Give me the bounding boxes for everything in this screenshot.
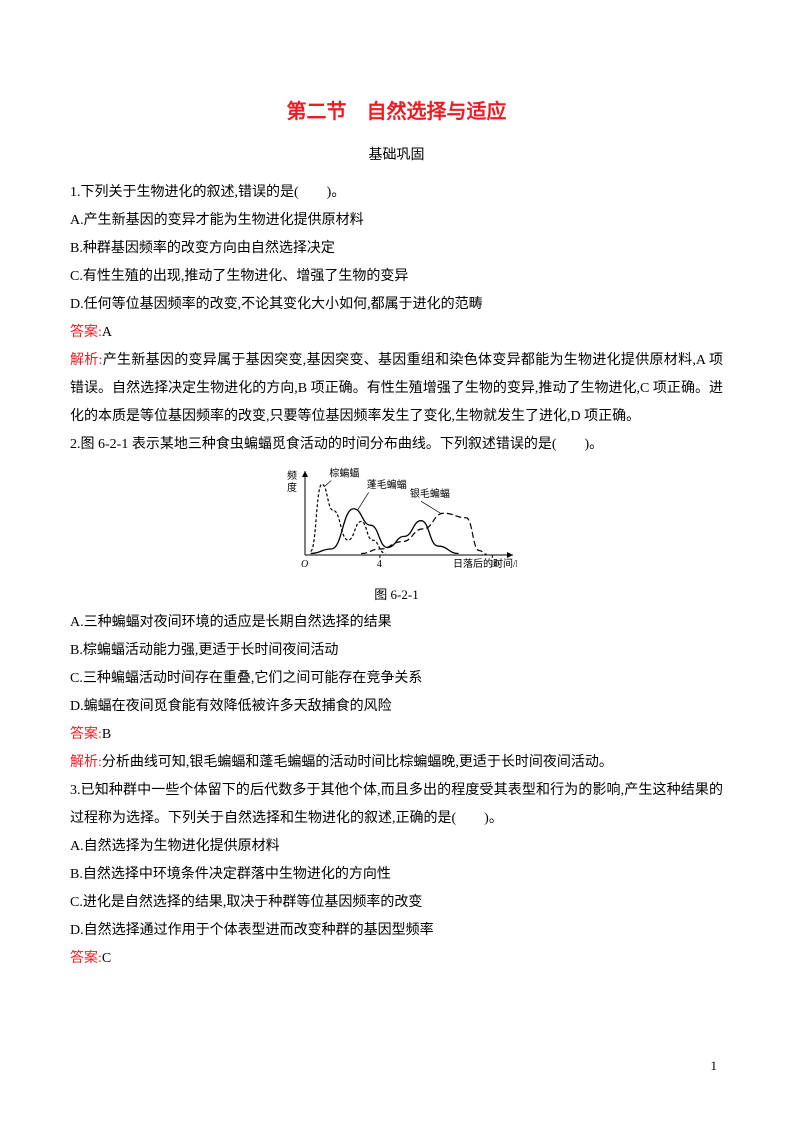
q3-option-b: B.自然选择中环境条件决定群落中生物进化的方向性 [70, 861, 723, 889]
svg-text:棕蝙蝠: 棕蝙蝠 [329, 467, 359, 480]
q2-option-c: C.三种蝙蝠活动时间存在重叠,它们之间可能存在竞争关系 [70, 665, 723, 693]
svg-text:频: 频 [287, 469, 297, 482]
q2-explanation: 解析:分析曲线可知,银毛蝙蝠和蓬毛蝙蝠的活动时间比棕蝙蝠晚,更适于长时间夜间活动… [70, 749, 723, 777]
figure-caption: 图 6-2-1 [70, 584, 723, 603]
q2-option-d: D.蝙蝠在夜间觅食能有效降低被许多天敌捕食的风险 [70, 693, 723, 721]
q3-option-d: D.自然选择通过作用于个体表型进而改变种群的基因型频率 [70, 917, 723, 945]
explain-text: 产生新基因的变异属于基因突变,基因突变、基因重组和染色体变异都能为生物进化提供原… [70, 353, 723, 424]
answer-label: 答案: [70, 325, 102, 340]
page-title: 第二节 自然选择与适应 [70, 95, 723, 124]
q1-option-a: A.产生新基因的变异才能为生物进化提供原材料 [70, 207, 723, 235]
explain-label: 解析: [70, 353, 102, 368]
answer-label: 答案: [70, 727, 102, 742]
q3-option-c: C.进化是自然选择的结果,取决于种群等位基因频率的改变 [70, 889, 723, 917]
q1-option-c: C.有性生殖的出现,推动了生物进化、增强了生物的变异 [70, 263, 723, 291]
q2-option-a: A.三种蝙蝠对夜间环境的适应是长期自然选择的结果 [70, 609, 723, 637]
svg-text:度: 度 [287, 481, 297, 494]
page-number: 1 [711, 1058, 718, 1074]
section-subtitle: 基础巩固 [70, 144, 723, 164]
q1-option-b: B.种群基因频率的改变方向由自然选择决定 [70, 235, 723, 263]
explain-label: 解析: [70, 755, 102, 770]
q1-option-d: D.任何等位基因频率的改变,不论其变化大小如何,都属于进化的范畴 [70, 291, 723, 319]
q2-stem: 2.图 6-2-1 表示某地三种食虫蝙蝠觅食活动的时间分布曲线。下列叙述错误的是… [70, 431, 723, 459]
answer-value: C [102, 951, 111, 966]
q2-answer: 答案:B [70, 721, 723, 749]
q3-answer: 答案:C [70, 945, 723, 973]
q3-option-a: A.自然选择为生物进化提供原材料 [70, 833, 723, 861]
svg-text:日落后的时间/h: 日落后的时间/h [453, 557, 517, 570]
svg-text:银毛蝙蝠: 银毛蝙蝠 [409, 487, 449, 500]
explain-text: 分析曲线可知,银毛蝙蝠和蓬毛蝙蝠的活动时间比棕蝙蝠晚,更适于长时间夜间活动。 [102, 755, 613, 770]
svg-text:4: 4 [376, 559, 381, 570]
q3-stem: 3.已知种群中一些个体留下的后代数多于其他个体,而且多出的程度受其表型和行为的影… [70, 777, 723, 833]
answer-value: B [102, 727, 111, 742]
q1-answer: 答案:A [70, 319, 723, 347]
svg-text:蓬毛蝙蝠: 蓬毛蝙蝠 [366, 478, 406, 491]
q2-option-b: B.棕蝙蝠活动能力强,更适于长时间夜间活动 [70, 637, 723, 665]
svg-text:O: O [301, 559, 308, 570]
figure-container: O410频度日落后的时间/h棕蝙蝠蓬毛蝙蝠银毛蝙蝠 图 6-2-1 [70, 465, 723, 603]
answer-label: 答案: [70, 951, 102, 966]
q1-stem: 1.下列关于生物进化的叙述,错误的是( )。 [70, 179, 723, 207]
bat-activity-chart: O410频度日落后的时间/h棕蝙蝠蓬毛蝙蝠银毛蝙蝠 [277, 465, 517, 575]
q1-explanation: 解析:产生新基因的变异属于基因突变,基因突变、基因重组和染色体变异都能为生物进化… [70, 347, 723, 431]
answer-value: A [102, 325, 112, 340]
